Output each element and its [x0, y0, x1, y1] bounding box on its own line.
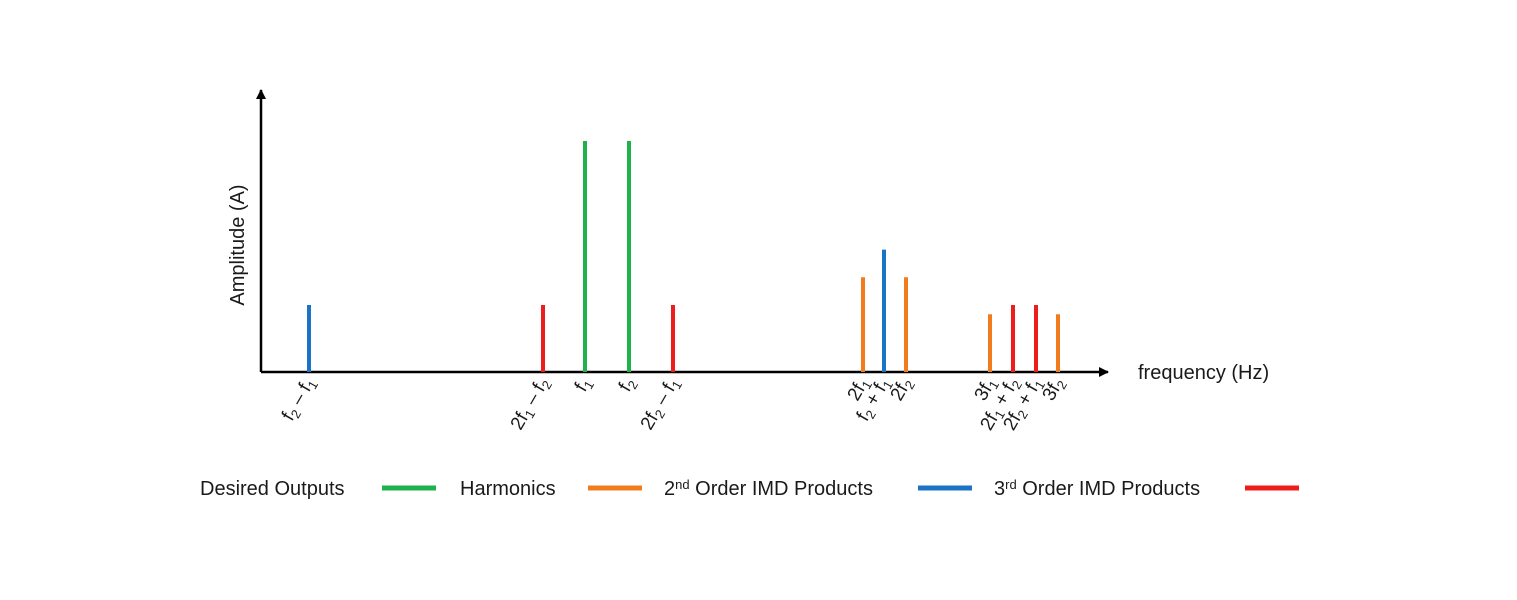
label-2f2-minus-f1: 2f2 – f1	[637, 374, 685, 435]
label-part: Harmonics	[460, 478, 556, 500]
label-part: Desired Outputs	[200, 478, 345, 500]
label-part: 2	[664, 478, 675, 500]
label-part: Order IMD Products	[1017, 478, 1200, 500]
x-axis-title: frequency (Hz)	[1138, 362, 1269, 384]
y-axis-title: Amplitude (A)	[227, 184, 249, 305]
axes: frequency (Hz) Amplitude (A)	[227, 89, 1269, 384]
label-f1: f1	[571, 374, 597, 396]
superscript: nd	[675, 477, 689, 492]
spectral-lines	[307, 141, 1060, 372]
legend: Desired Outputs Harmonics 2nd Order IMD Pr…	[200, 477, 1299, 500]
legend-label-harmonics: Harmonics	[460, 478, 556, 500]
label-2f2: 2f2	[887, 374, 918, 405]
label-part: Order IMD Products	[690, 478, 873, 500]
legend-label-third: 3rd Order IMD Products	[994, 477, 1200, 500]
legend-label-second: 2nd Order IMD Products	[664, 477, 873, 500]
superscript: rd	[1005, 477, 1017, 492]
label-f2: f2	[615, 374, 641, 396]
legend-label-desired: Desired Outputs	[200, 478, 345, 500]
label-part: 3	[994, 478, 1005, 500]
label-2f1-minus-f2: 2f1 – f2	[507, 374, 555, 435]
label-f2-minus-f1: f2 – f1	[278, 374, 321, 425]
label-3f2: 3f2	[1039, 374, 1070, 405]
